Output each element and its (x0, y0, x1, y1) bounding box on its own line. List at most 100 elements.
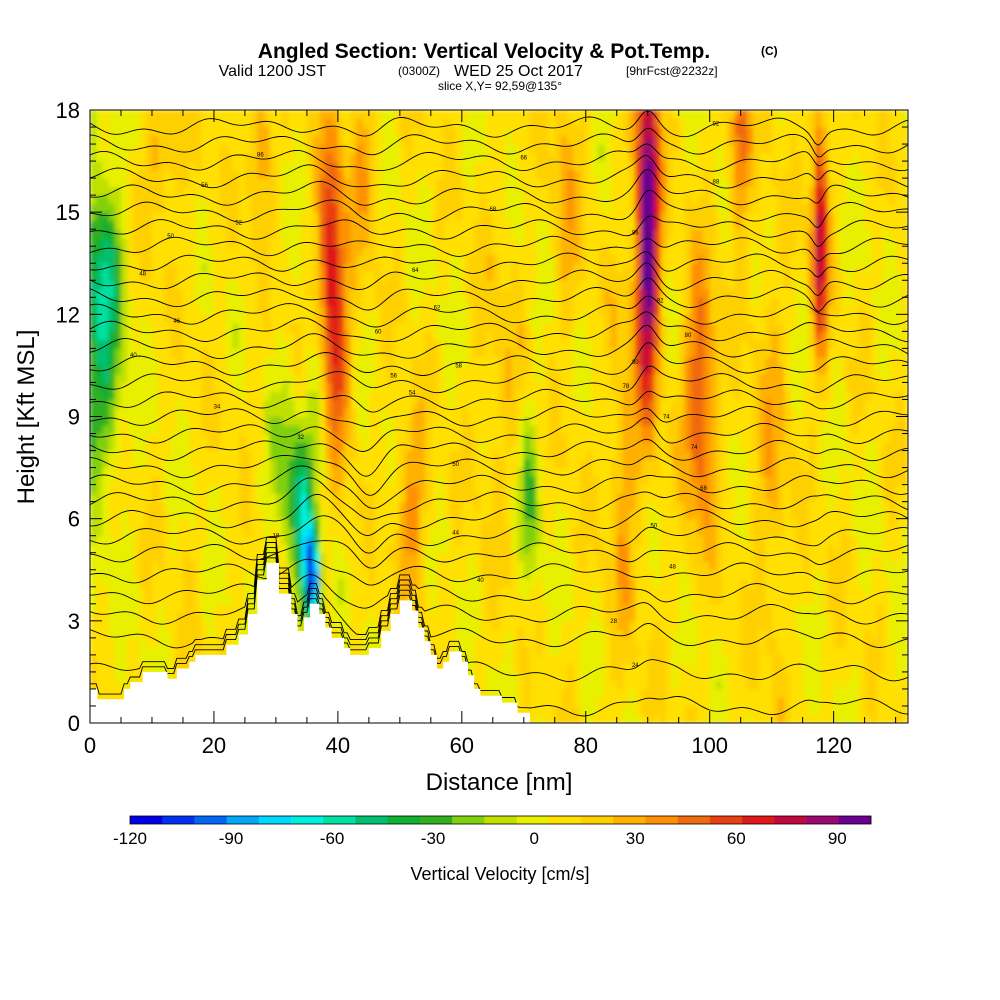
vv-cell (437, 612, 444, 622)
vv-cell (455, 459, 463, 469)
vv-cell (282, 263, 289, 273)
vv-cell (492, 586, 500, 596)
vv-cell (269, 135, 277, 145)
vv-cell (90, 246, 97, 256)
vv-cell (455, 382, 463, 392)
vv-cell (430, 246, 438, 256)
vv-cell (96, 544, 103, 554)
vv-cell (486, 501, 494, 511)
vv-cell (393, 271, 401, 281)
vv-cell (468, 459, 475, 469)
vv-cell (511, 297, 519, 307)
vv-cell (108, 671, 116, 682)
vv-cell (511, 603, 519, 613)
vv-cell (151, 646, 159, 656)
vv-cell (108, 246, 116, 256)
vv-cell (96, 110, 103, 120)
vv-cell (443, 186, 451, 196)
vv-cell (145, 552, 153, 562)
vv-cell (288, 416, 296, 426)
vv-cell (158, 212, 165, 222)
vv-cell (319, 493, 327, 503)
vv-cell (356, 348, 364, 358)
vv-cell (461, 484, 469, 494)
vv-cell (288, 144, 296, 154)
vv-cell (424, 246, 432, 256)
vv-cell (455, 407, 463, 418)
vv-cell (108, 390, 116, 401)
vv-cell (164, 203, 172, 213)
vv-cell (492, 254, 500, 264)
vv-cell (232, 331, 240, 341)
vv-cell (455, 442, 463, 452)
vv-cell (437, 118, 444, 128)
vv-cell (288, 135, 296, 145)
vv-cell (381, 220, 389, 230)
vv-cell (300, 135, 308, 145)
vv-cell (275, 407, 283, 418)
vv-cell (145, 237, 153, 247)
vv-cell (505, 569, 512, 579)
vv-cell (499, 603, 506, 613)
vv-cell (356, 229, 364, 239)
vv-cell (244, 314, 252, 324)
vv-cell (350, 501, 358, 511)
vv-cell (275, 169, 283, 179)
vv-cell (362, 510, 370, 520)
vv-cell (251, 169, 258, 179)
vv-cell (90, 203, 97, 213)
vv-cell (158, 484, 165, 494)
vv-cell (226, 271, 234, 281)
vv-cell (474, 118, 482, 128)
vv-cell (468, 416, 475, 426)
vv-cell (424, 544, 432, 554)
vv-cell (437, 493, 444, 503)
vv-cell (505, 237, 512, 247)
vv-cell (449, 390, 457, 401)
vv-cell (108, 356, 116, 367)
vv-cell (232, 186, 240, 196)
vv-cell (251, 442, 258, 452)
vv-cell (226, 399, 234, 409)
vv-cell (96, 246, 103, 256)
vv-cell (127, 501, 134, 511)
vv-cell (102, 442, 110, 452)
vv-cell (437, 152, 444, 162)
vv-cell (139, 229, 147, 239)
vv-cell (499, 237, 506, 247)
vv-cell (108, 271, 116, 281)
vv-cell (424, 263, 432, 273)
vv-cell (133, 339, 141, 349)
vv-cell (220, 433, 227, 443)
vv-cell (151, 586, 159, 596)
vv-cell (102, 322, 110, 332)
vv-cell (443, 229, 451, 239)
vv-cell (207, 552, 215, 562)
vv-cell (164, 407, 172, 418)
vv-cell (114, 442, 122, 452)
vv-cell (120, 527, 128, 537)
vv-cell (251, 152, 258, 162)
vv-cell (468, 637, 475, 647)
vv-cell (443, 586, 451, 596)
vv-cell (424, 169, 432, 179)
vv-cell (269, 212, 277, 222)
vv-cell (120, 356, 128, 367)
vv-cell (344, 356, 351, 367)
vv-cell (114, 246, 122, 256)
vv-cell (220, 127, 227, 137)
vv-cell (201, 433, 209, 443)
vv-cell (387, 263, 395, 273)
vv-cell (269, 493, 277, 503)
vv-cell (375, 127, 382, 137)
vv-cell (201, 118, 209, 128)
vv-cell (195, 407, 203, 418)
vv-cell (120, 399, 128, 409)
vv-cell (257, 450, 265, 460)
vv-cell (288, 493, 296, 503)
vv-cell (406, 365, 413, 375)
vv-cell (294, 569, 302, 579)
vv-cell (319, 110, 327, 120)
vv-cell (294, 144, 302, 154)
vv-cell (424, 254, 432, 264)
